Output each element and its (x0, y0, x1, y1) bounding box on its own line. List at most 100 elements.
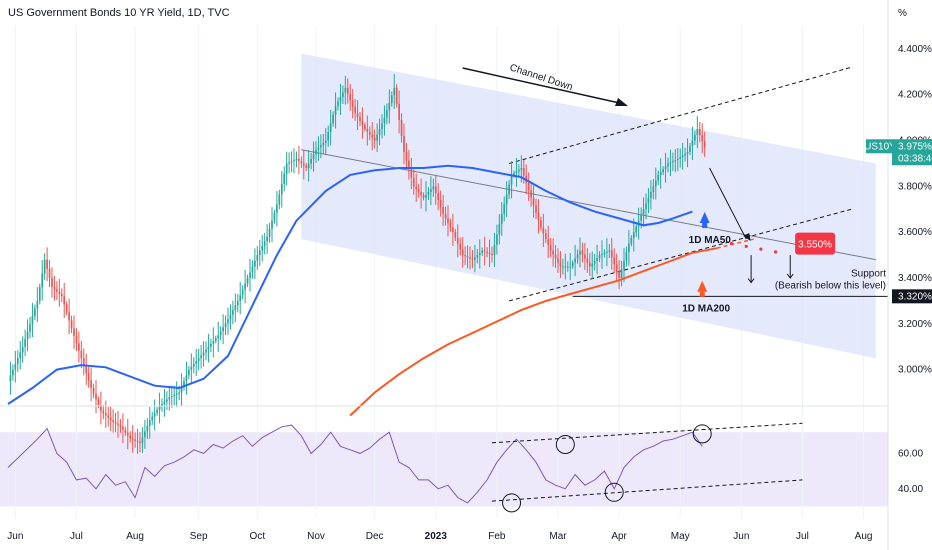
candle-body-149 (371, 134, 374, 138)
candle-body-195 (483, 250, 486, 252)
candle-body-28 (75, 335, 78, 344)
candle-body-161 (400, 119, 403, 136)
candle-body-228 (564, 266, 567, 268)
x-tick-8: Feb (488, 531, 506, 542)
candle-body-23 (63, 296, 66, 305)
candle-body-270 (667, 163, 669, 167)
channel-down (301, 53, 876, 359)
candle-body-226 (559, 262, 562, 267)
candle-body-179 (444, 213, 447, 219)
candle-body-123 (307, 163, 310, 169)
candle-body-1 (9, 375, 12, 382)
candle-body-187 (464, 255, 466, 257)
candle-body-54 (139, 441, 141, 443)
candle-body-189 (469, 257, 471, 259)
candle-body-156 (388, 102, 391, 111)
candle-body-218 (540, 220, 542, 228)
candle-body-202 (500, 213, 503, 225)
x-tick-1: Jul (70, 531, 83, 542)
annotations (462, 67, 794, 297)
candle-body-233 (576, 254, 579, 259)
candle-body-151 (376, 134, 378, 141)
candle-body-120 (300, 161, 303, 164)
candle-body-207 (513, 173, 515, 175)
candle-body-73 (185, 375, 188, 382)
candle-body-43 (112, 420, 114, 422)
candle-body-42 (109, 417, 112, 421)
candle-body-18 (51, 278, 53, 288)
candle-body-67 (170, 395, 173, 398)
candle-body-214 (530, 190, 532, 198)
candle-body-229 (566, 266, 569, 268)
candle-body-274 (676, 158, 679, 161)
candle-body-205 (508, 184, 510, 195)
y-tick-5: 3.400% (898, 273, 932, 284)
rsi-band (0, 432, 888, 507)
candle-body-209 (518, 169, 520, 172)
candle-body-188 (466, 256, 469, 258)
candle-body-162 (403, 135, 405, 152)
candle-body-110 (276, 204, 278, 213)
candle-body-70 (178, 392, 180, 394)
candle-body-8 (26, 331, 29, 340)
candle-body-6 (21, 346, 24, 353)
candle-body-152 (378, 129, 381, 135)
candle-body-166 (412, 177, 415, 187)
candle-body-26 (70, 320, 73, 329)
ma200-arrow (697, 280, 708, 292)
candle-body-281 (694, 134, 696, 141)
candle-body-254 (628, 243, 630, 253)
candle-body-24 (65, 304, 68, 313)
candle-body-65 (166, 399, 168, 402)
candle-body-191 (474, 257, 476, 260)
candle-body-102 (256, 255, 259, 261)
candle-body-109 (273, 212, 276, 221)
rsi-tick-0: 60.00 (898, 448, 923, 459)
rsi-circle-3 (692, 424, 712, 444)
candle-body-112 (280, 184, 283, 195)
countdown-text: 03:38:40 (898, 153, 932, 164)
candle-body-89 (224, 323, 227, 328)
candle-body-87 (219, 331, 222, 336)
candle-body-282 (696, 129, 699, 135)
candle-body-224 (554, 254, 557, 259)
candle-body-126 (315, 149, 317, 155)
candle-body-244 (603, 252, 606, 254)
candle-body-68 (173, 394, 176, 396)
candle-body-167 (415, 186, 418, 190)
ma50-arrow-stem (702, 223, 708, 229)
candle-body-91 (229, 314, 232, 320)
candle-body-177 (439, 200, 442, 207)
target-arrowhead (743, 233, 751, 242)
candle-body-40 (104, 413, 107, 416)
candle-body-193 (478, 252, 481, 256)
y-tick-6: 3.200% (898, 319, 932, 330)
candle-body-20 (56, 289, 58, 292)
candle-body-72 (183, 381, 185, 387)
candle-body-55 (141, 437, 144, 443)
chart-title: US Government Bonds 10 YR Yield, 1D, TVC (8, 7, 230, 19)
candle-body-284 (701, 135, 704, 142)
candle-body-174 (432, 186, 435, 190)
candle-body-62 (158, 406, 161, 410)
candle-body-184 (456, 237, 459, 244)
candle-body-146 (364, 125, 366, 130)
candle-body-259 (640, 215, 642, 221)
candle-body-46 (119, 425, 122, 427)
candle-body-41 (107, 415, 110, 418)
candle-body-125 (312, 154, 315, 159)
candle-body-269 (664, 166, 667, 170)
candle-body-90 (227, 319, 229, 324)
rsi-upper-dashed (491, 422, 803, 444)
candle-body-208 (515, 171, 518, 174)
candle-body-279 (689, 146, 691, 152)
candle-body-82 (207, 346, 210, 350)
candle-body-283 (698, 129, 701, 136)
rsi-panel (0, 432, 888, 507)
candle-body-197 (488, 252, 491, 254)
candle-body-216 (535, 205, 537, 213)
target-dot-1 (744, 244, 748, 248)
candle-body-169 (420, 192, 422, 195)
candle-body-157 (390, 95, 393, 103)
candle-body-69 (175, 393, 178, 395)
